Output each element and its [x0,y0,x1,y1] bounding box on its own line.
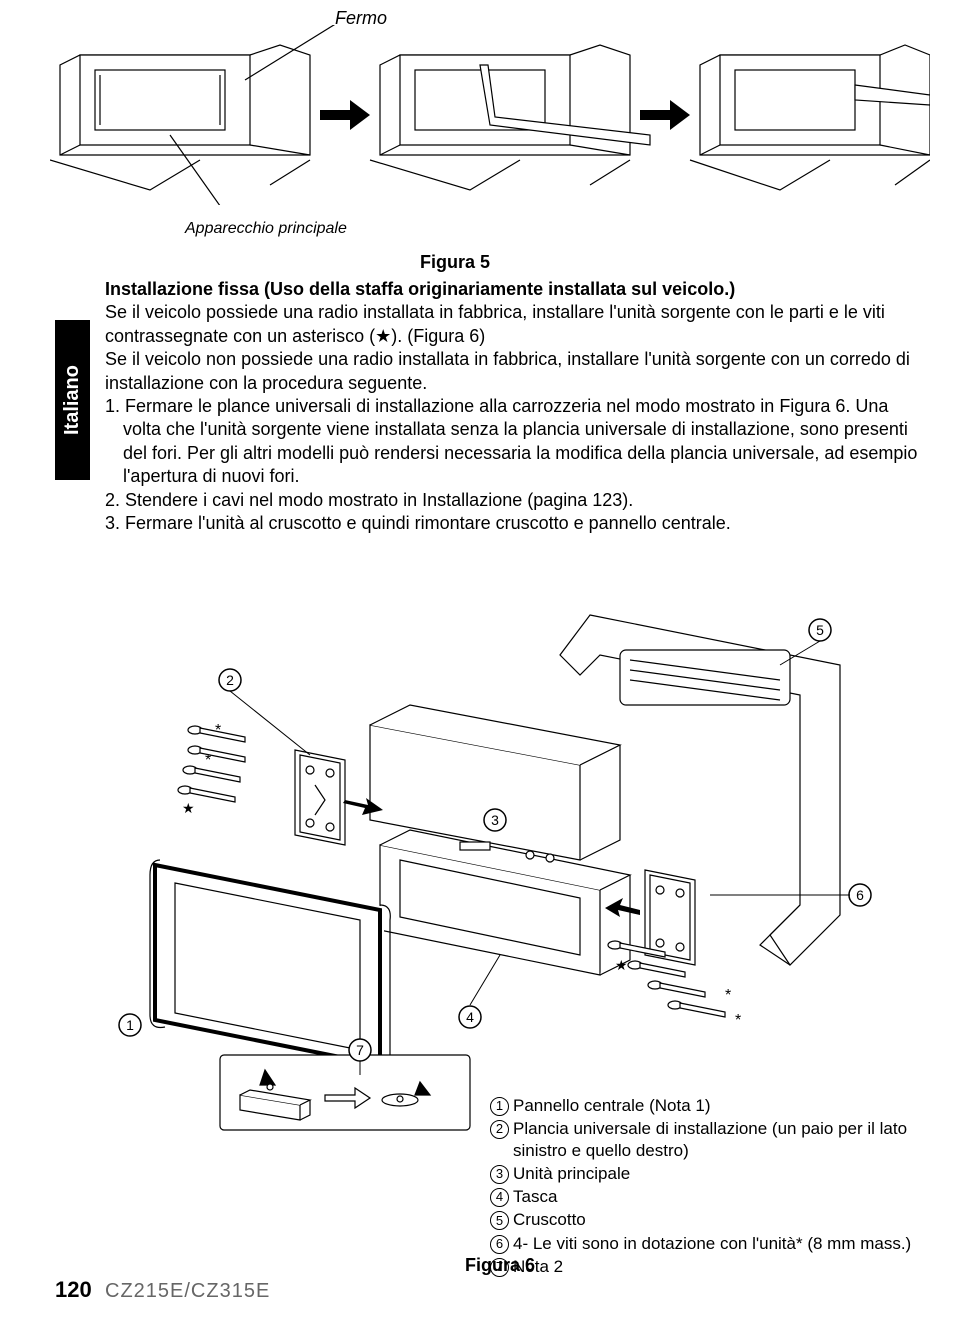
legend-num-1: 1 [490,1097,509,1116]
legend-item-3: 3 Unità principale [490,1163,920,1185]
figure6-diagram: * * ★ ★ * * [100,605,920,1135]
paragraph-1: Se il veicolo possiede una radio install… [105,302,885,345]
legend-block: 1 Pannello centrale (Nota 1) 2 Plancia u… [490,1095,920,1279]
legend-item-7: 7 Nota 2 [490,1256,920,1278]
svg-text:2: 2 [226,672,234,688]
page-number: 120 [55,1277,92,1303]
install-title: Installazione fissa (Uso della staffa or… [105,279,735,299]
model-number: CZ215E/CZ315E [105,1280,270,1303]
figura5-caption: Figura 5 [420,252,490,273]
legend-item-4: 4 Tasca [490,1186,920,1208]
figura6-caption: Figura 6 [465,1255,535,1276]
legend-num-4: 4 [490,1188,509,1207]
svg-text:*: * [215,722,221,739]
svg-text:4: 4 [466,1009,474,1025]
svg-text:*: * [725,987,731,1004]
step-3: 3. Fermare l'unità al cruscotto e quindi… [105,512,920,535]
step-1: 1. Fermare le plance universali di insta… [105,395,920,489]
svg-text:★: ★ [615,957,628,973]
legend-num-3: 3 [490,1165,509,1184]
language-tab: Italiano [55,320,90,480]
legend-item-1: 1 Pannello centrale (Nota 1) [490,1095,920,1117]
step-2: 2. Stendere i cavi nel modo mostrato in … [105,489,920,512]
svg-text:★: ★ [182,800,195,816]
legend-num-5: 5 [490,1211,509,1230]
svg-text:1: 1 [126,1017,134,1033]
svg-text:6: 6 [856,887,864,903]
figure5-diagram [50,25,930,205]
svg-text:*: * [205,752,211,769]
svg-text:7: 7 [356,1042,364,1058]
apparecchio-label: Apparecchio principale [185,220,347,238]
legend-item-6: 6 4- Le viti sono in dotazione con l'uni… [490,1233,920,1255]
main-text-block: Installazione fissa (Uso della staffa or… [105,278,920,535]
svg-text:*: * [735,1012,741,1029]
legend-item-5: 5 Cruscotto [490,1209,920,1231]
svg-text:3: 3 [491,812,499,828]
paragraph-2: Se il veicolo non possiede una radio ins… [105,349,910,392]
legend-item-2: 2 Plancia universale di installazione (u… [490,1118,920,1162]
legend-num-2: 2 [490,1120,509,1139]
svg-text:5: 5 [816,622,824,638]
legend-num-6: 6 [490,1235,509,1254]
